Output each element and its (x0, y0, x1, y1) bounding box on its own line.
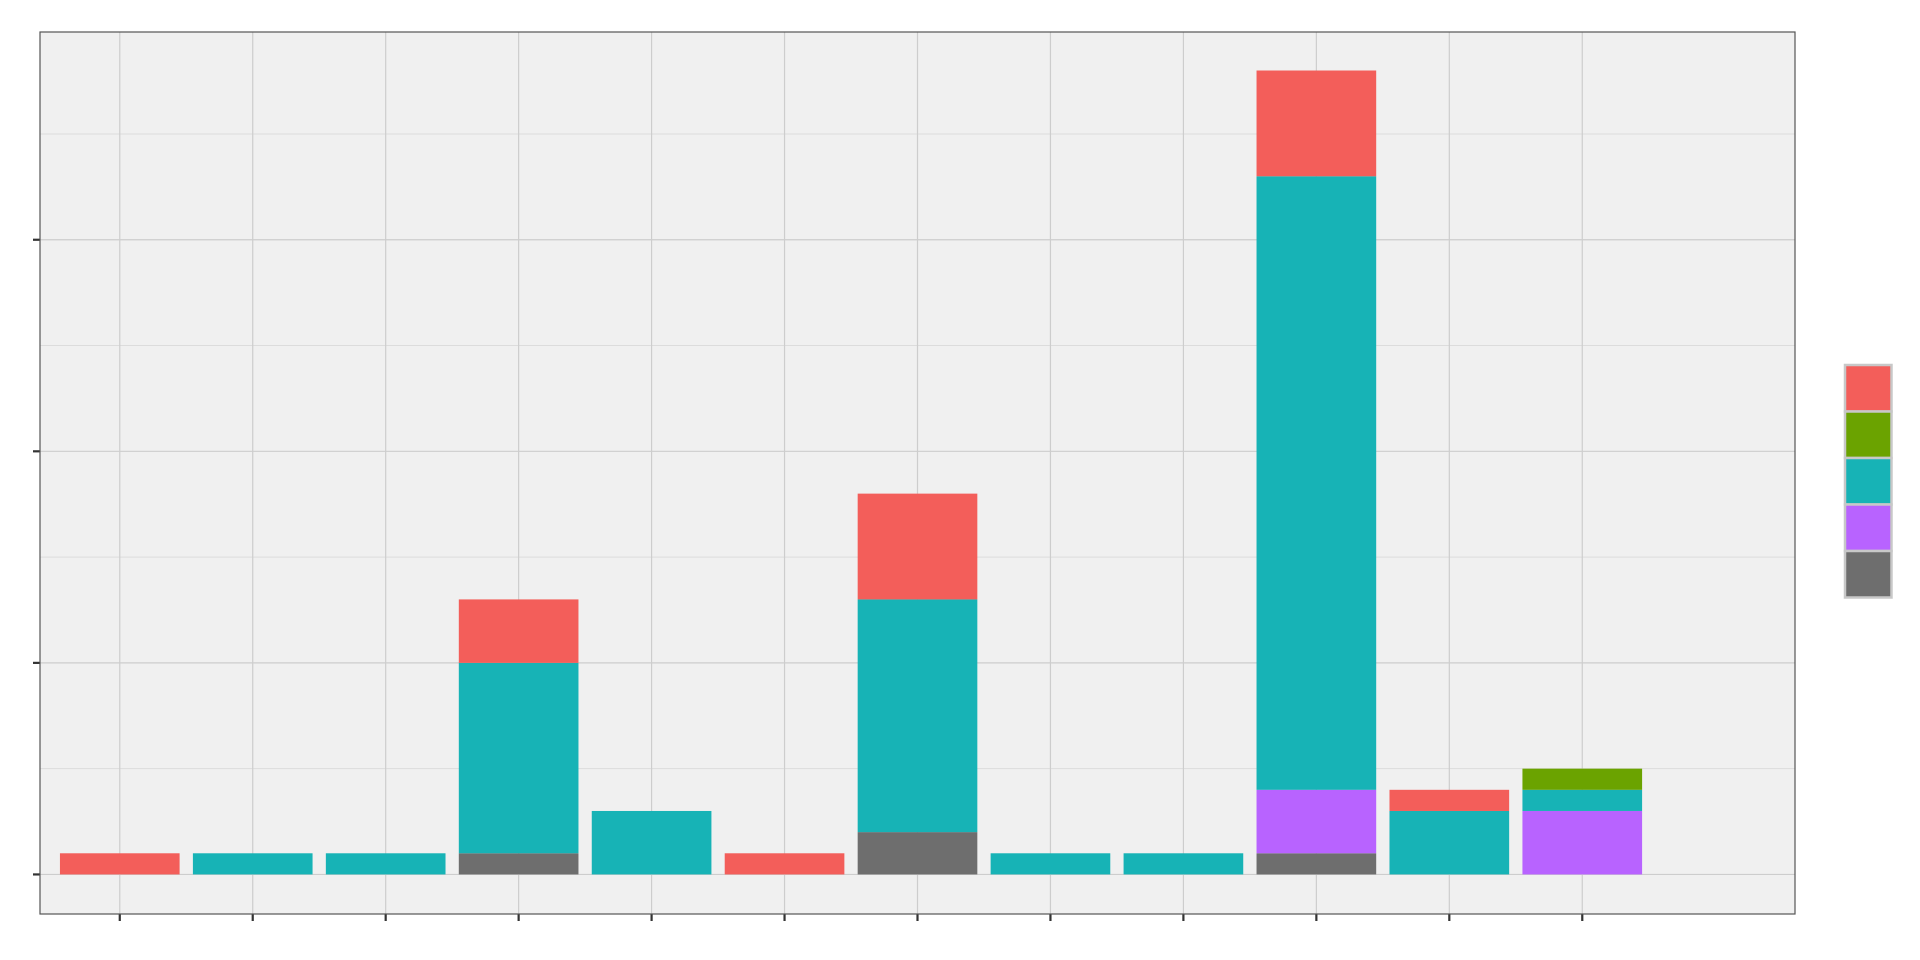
bar-segment (1522, 789, 1643, 811)
bar-segment (1389, 789, 1510, 811)
bar-segment (857, 599, 978, 833)
bar-segment (1256, 70, 1377, 177)
bar-segment (857, 493, 978, 600)
bar-segment (990, 853, 1111, 875)
bar-segment (1256, 853, 1377, 875)
bar-segment (1522, 768, 1643, 790)
legend-key (1843, 456, 1893, 506)
legend-key (1843, 549, 1893, 599)
bar-segment (1389, 810, 1510, 875)
bar-segment (1123, 853, 1244, 875)
bar-segment (1256, 176, 1377, 790)
bar-segment (458, 662, 579, 854)
bar-segment (458, 853, 579, 875)
bar-segment (325, 853, 446, 875)
bar-segment (591, 810, 712, 875)
bar-segment (1522, 810, 1643, 875)
bar-segment (857, 832, 978, 875)
bar-segment (59, 853, 180, 875)
bar-segment (1256, 789, 1377, 854)
legend-key (1843, 410, 1893, 460)
bar-segment (192, 853, 313, 875)
panel-border (39, 31, 1796, 915)
bar-segment (724, 853, 845, 875)
legend-key (1843, 503, 1893, 553)
legend-key (1843, 363, 1893, 413)
bar-segment (458, 599, 579, 663)
